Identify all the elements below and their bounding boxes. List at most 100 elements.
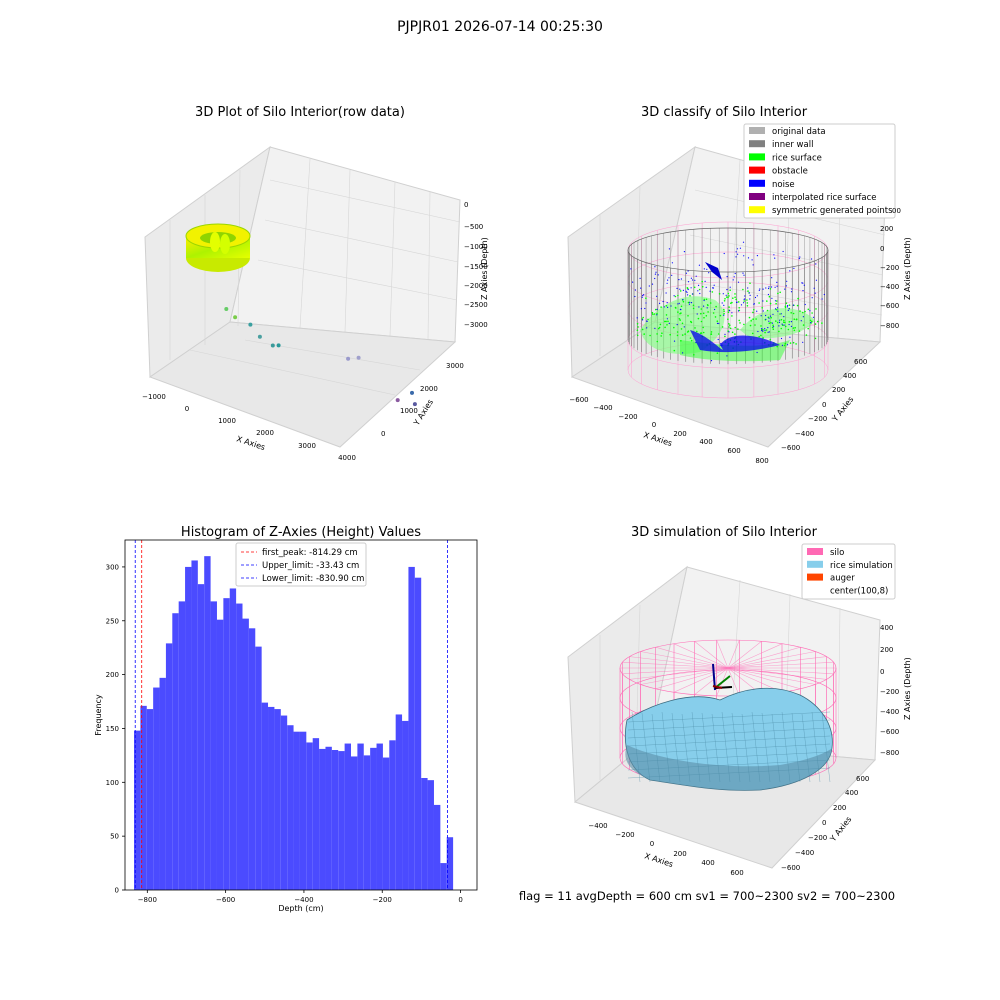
raw-y-tick: 1000 — [400, 407, 418, 415]
legend-label: rice surface — [772, 153, 822, 163]
hist-bar — [255, 646, 262, 890]
hist-bar — [229, 588, 237, 890]
rice-simulation-surface — [624, 687, 833, 791]
hist-x-tick: 0 — [458, 896, 462, 904]
hist-bar — [306, 742, 313, 890]
sim-z-label: Z Axies (Depth) — [903, 657, 912, 720]
hist-x-label: Depth (cm) — [278, 904, 323, 913]
hist-x-tick: −600 — [216, 896, 235, 904]
raw-x-tick: 0 — [185, 405, 189, 413]
raw-z-tick: −2000 — [464, 282, 488, 290]
legend-swatch — [807, 573, 823, 581]
hist-bar — [433, 804, 441, 890]
hist-bar — [357, 743, 364, 890]
sim-y-tick: 0 — [822, 819, 826, 827]
legend-label: obstacle — [772, 167, 808, 177]
pane-back — [229, 146, 461, 343]
classify-legend: original data inner wall rice surface obsta… — [743, 123, 896, 219]
hist-bar — [204, 556, 211, 890]
classify-y-tick: 0 — [822, 401, 826, 409]
hist-bar — [216, 619, 224, 890]
panel-raw-title: 3D Plot of Silo Interior(row data) — [195, 105, 405, 120]
legend-label: Upper_limit: -33.43 cm — [262, 561, 359, 571]
raw-y-tick: 0 — [381, 430, 385, 438]
raw-x-tick: −1000 — [142, 393, 166, 401]
raw-y-tick: 2000 — [420, 385, 438, 393]
hist-bars — [134, 556, 454, 890]
sim-x-tick: 200 — [673, 850, 686, 858]
sim-z-tick: 0 — [880, 668, 884, 676]
hist-bar — [287, 725, 294, 890]
sim-x-tick: 0 — [650, 840, 654, 848]
legend-label: rice simulation — [830, 561, 893, 571]
hist-y-tick: 300 — [106, 563, 119, 571]
legend-label: Lower_limit: -830.90 cm — [262, 574, 364, 584]
legend-swatch — [749, 193, 765, 200]
hist-x-tick: −800 — [138, 896, 157, 904]
hist-bar — [134, 730, 141, 890]
classify-x-label: X Axies — [642, 430, 673, 448]
sim-z-tick: 400 — [880, 624, 893, 632]
hist-bar — [370, 747, 377, 890]
panel-classify-3d: 3D classify of Silo Interior original da… — [567, 105, 912, 465]
classify-x-tick: −200 — [618, 413, 637, 421]
sim-y-tick: 400 — [845, 789, 858, 797]
legend-label: first_peak: -814.29 cm — [262, 548, 358, 558]
sim-z-tick: 200 — [880, 646, 893, 654]
classify-z-tick: 0 — [880, 245, 884, 253]
hist-y-tick: 100 — [106, 779, 119, 787]
hist-bar — [236, 603, 243, 890]
raw-outlier-point — [410, 390, 414, 395]
sim-x-tick: −400 — [588, 822, 607, 830]
classify-y-tick: −600 — [781, 444, 800, 452]
hist-bar — [440, 863, 447, 890]
raw-z-label: Z Axies (Depth) — [480, 237, 489, 300]
hist-bar — [446, 837, 454, 890]
pane-floor — [148, 321, 457, 448]
hist-bar — [395, 714, 403, 890]
raw-outlier-point — [257, 334, 262, 339]
noise-dots — [630, 241, 825, 362]
hist-bar — [408, 566, 415, 890]
sim-x-tick: 600 — [730, 869, 743, 877]
classify-y-tick: 400 — [843, 372, 856, 380]
sim-z-tick: −800 — [880, 749, 899, 757]
hist-bar — [185, 566, 192, 890]
sim-y-tick: 600 — [856, 775, 869, 783]
hist-x-tick: −200 — [373, 896, 392, 904]
hist-bar — [146, 709, 154, 890]
legend-label: original data — [772, 127, 826, 137]
hist-bar — [178, 601, 186, 890]
classify-z-tick: −600 — [880, 302, 899, 310]
hist-bar — [197, 584, 205, 890]
panel-simulation-3d: 3D simulation of Silo Interior silo rice … — [567, 525, 912, 877]
legend-swatch — [807, 560, 823, 568]
classify-x-tick: 400 — [699, 438, 712, 446]
hist-bar — [268, 706, 275, 890]
hist-legend: first_peak: -814.29 cm Upper_limit: -33.4… — [235, 542, 367, 587]
hist-ticks: −800 −600 −400 −200 0 0 50 100 150 200 250 300 — [106, 563, 463, 904]
hist-bar — [351, 756, 358, 890]
rice-surface-dots — [636, 280, 823, 356]
sim-y-tick: −200 — [808, 834, 827, 842]
hist-bar — [382, 757, 390, 890]
hist-bar — [210, 601, 217, 890]
raw-x-tick: 4000 — [338, 454, 356, 462]
hist-bar — [331, 750, 339, 890]
raw-outlier-points — [224, 307, 417, 407]
panel-raw-3d: 3D Plot of Silo Interior(row data) −1000… — [142, 105, 489, 462]
legend-label: symmetric generated points — [772, 206, 893, 216]
hist-bar — [172, 613, 179, 890]
raw-outlier-point — [346, 356, 351, 361]
sim-legend: silo rice simulation auger center(100,8) — [801, 543, 896, 600]
raw-x-tick: 2000 — [256, 429, 274, 437]
legend-label: silo — [830, 548, 844, 558]
classify-y-tick: −400 — [795, 430, 814, 438]
hist-title: Histogram of Z-Axies (Height) Values — [181, 525, 421, 540]
sim-y-tick: −400 — [795, 849, 814, 857]
hist-y-tick: 250 — [106, 617, 119, 625]
legend-swatch — [749, 166, 765, 174]
raw-y-tick: 3000 — [446, 362, 464, 370]
classify-y-tick: 200 — [832, 386, 845, 394]
legend-label: inner wall — [772, 140, 813, 150]
